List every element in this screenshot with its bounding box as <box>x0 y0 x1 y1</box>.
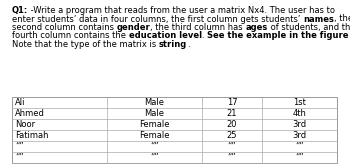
Text: “”: “” <box>15 142 24 151</box>
Text: names: names <box>303 15 334 24</box>
Text: , the third column has: , the third column has <box>150 23 246 32</box>
Text: .: . <box>187 40 190 49</box>
Text: “”: “” <box>228 153 236 162</box>
Text: of students, and the: of students, and the <box>268 23 350 32</box>
Text: Noor: Noor <box>15 120 35 129</box>
Text: ages: ages <box>246 23 268 32</box>
Text: education level: education level <box>129 32 202 41</box>
Text: 3rd: 3rd <box>293 120 307 129</box>
Text: “”: “” <box>150 142 159 151</box>
Text: Female: Female <box>139 131 170 140</box>
Text: “”: “” <box>295 142 304 151</box>
Text: 4th: 4th <box>293 109 307 118</box>
Text: enter students’ data in four columns, the first column gets students’: enter students’ data in four columns, th… <box>12 15 303 24</box>
Text: 20: 20 <box>227 120 237 129</box>
Text: Note that the type of the matrix is: Note that the type of the matrix is <box>12 40 159 49</box>
Text: “”: “” <box>150 153 159 162</box>
Text: second column contains: second column contains <box>12 23 117 32</box>
Text: See the example in the figure below: See the example in the figure below <box>207 32 350 41</box>
Text: “”: “” <box>15 153 24 162</box>
Text: 3rd: 3rd <box>293 131 307 140</box>
Text: Fatimah: Fatimah <box>15 131 49 140</box>
Text: Male: Male <box>145 109 164 118</box>
Text: Ali: Ali <box>15 98 26 107</box>
Text: gender: gender <box>117 23 150 32</box>
Bar <box>12 97 337 163</box>
Text: Male: Male <box>145 98 164 107</box>
Text: fourth column contains the: fourth column contains the <box>12 32 129 41</box>
Text: Ahmed: Ahmed <box>15 109 45 118</box>
Text: 1st: 1st <box>293 98 306 107</box>
Text: 21: 21 <box>227 109 237 118</box>
Text: 17: 17 <box>227 98 237 107</box>
Text: “”: “” <box>228 142 236 151</box>
Text: Q1:: Q1: <box>12 6 28 15</box>
Text: “”: “” <box>295 153 304 162</box>
Text: -Write a program that reads from the user a matrix Nx4. The user has to: -Write a program that reads from the use… <box>28 6 335 15</box>
Text: .: . <box>202 32 207 41</box>
Text: 25: 25 <box>227 131 237 140</box>
Text: Female: Female <box>139 120 170 129</box>
Text: string: string <box>159 40 187 49</box>
Text: , the: , the <box>334 15 350 24</box>
